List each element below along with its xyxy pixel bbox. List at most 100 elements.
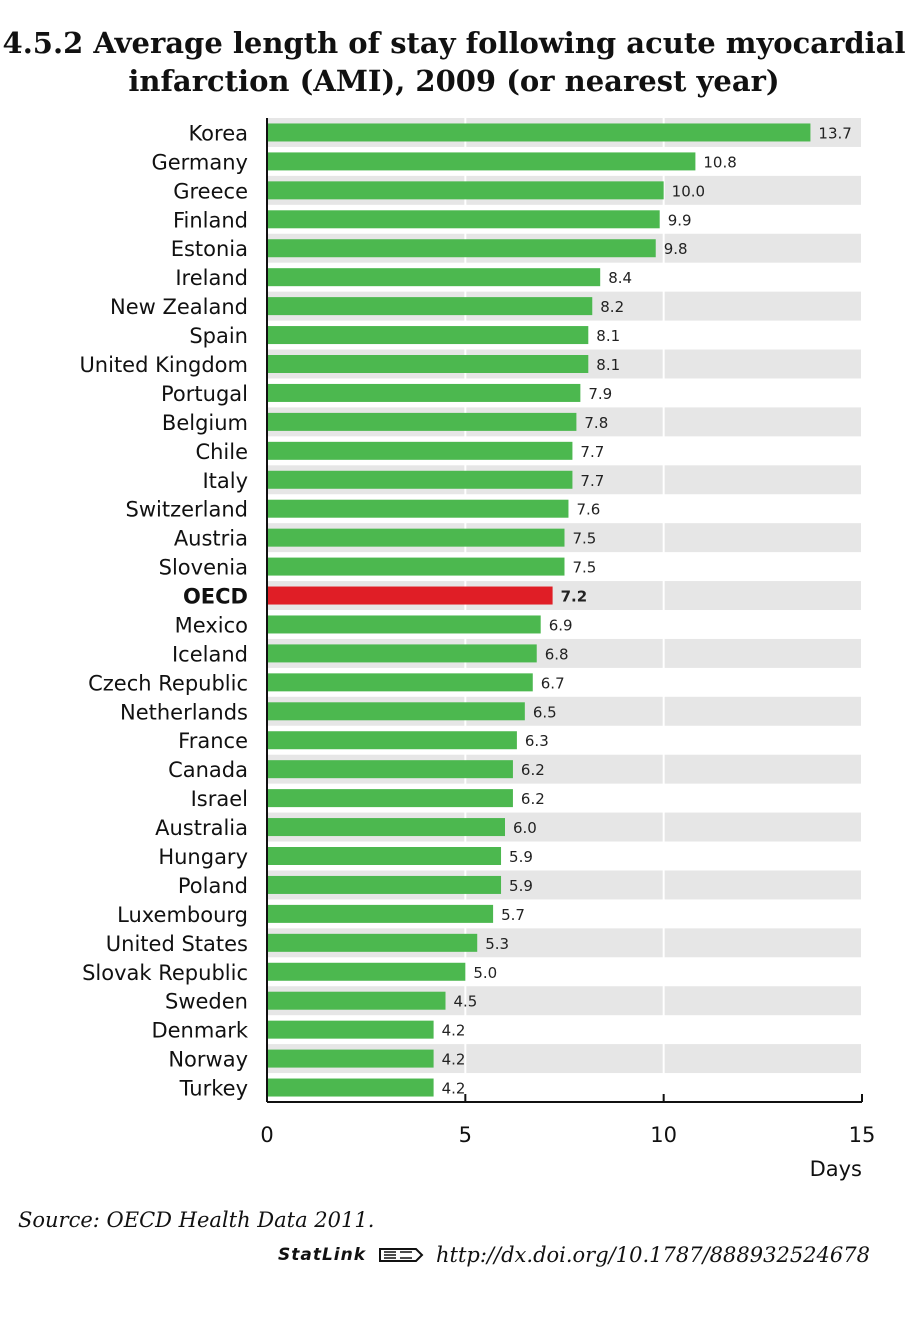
chart-title-line-1: 4.5.2 Average length of stay following a… — [2, 26, 906, 60]
value-label: 7.6 — [576, 501, 600, 519]
value-label: 5.3 — [485, 935, 509, 953]
category-label: Iceland — [172, 642, 248, 666]
category-label: Italy — [202, 469, 248, 493]
bar — [267, 326, 589, 345]
category-label: Austria — [174, 527, 248, 551]
value-label: 7.7 — [580, 443, 604, 461]
value-label: 9.9 — [668, 211, 692, 229]
value-label: 5.7 — [501, 906, 525, 924]
category-label: Slovenia — [159, 556, 248, 580]
category-label: Australia — [155, 816, 248, 840]
bar — [267, 760, 513, 779]
category-label: Canada — [168, 758, 248, 782]
category-label: Norway — [168, 1048, 248, 1072]
value-label: 7.7 — [580, 472, 604, 490]
value-label: 6.2 — [521, 761, 545, 779]
bar — [267, 1078, 434, 1097]
category-label: Sweden — [165, 990, 248, 1014]
bar — [267, 528, 565, 547]
statlink-url[interactable]: http://dx.doi.org/10.1787/888932524678 — [436, 1243, 870, 1267]
bar — [267, 847, 502, 865]
bar-chart: Korea 13.7 Germany 10.8 Greece 10.0 Finland 9.9… — [79, 118, 876, 1181]
bar — [267, 615, 541, 634]
bar — [267, 297, 593, 316]
bar — [267, 152, 696, 171]
bar — [267, 789, 513, 808]
category-label: Slovak Republic — [82, 961, 248, 985]
category-label: Portugal — [161, 382, 248, 406]
value-label: 4.2 — [442, 1080, 466, 1098]
value-label: 8.4 — [608, 269, 632, 287]
bar — [267, 210, 660, 229]
value-label: 6.3 — [525, 732, 549, 750]
x-tick-label: 10 — [650, 1123, 677, 1147]
category-label: OECD — [183, 585, 248, 609]
value-label: 5.9 — [509, 848, 533, 866]
bar — [267, 441, 573, 460]
bar — [267, 702, 525, 721]
value-label: 4.2 — [442, 1051, 466, 1069]
value-label: 10.0 — [672, 182, 705, 200]
bar — [267, 355, 589, 373]
chart-title-line-2: infarction (AMI), 2009 (or nearest year) — [128, 64, 780, 98]
bar — [267, 470, 573, 489]
value-label: 8.2 — [600, 298, 624, 316]
value-label: 6.0 — [513, 819, 537, 837]
category-label: Denmark — [151, 1019, 248, 1043]
bar — [267, 933, 478, 952]
value-label: 7.8 — [584, 414, 608, 432]
value-label: 5.9 — [509, 877, 533, 895]
category-label: Spain — [189, 324, 248, 348]
value-label: 7.5 — [573, 559, 597, 577]
category-label: Turkey — [179, 1077, 248, 1101]
category-label: Estonia — [171, 237, 248, 261]
value-label: 6.7 — [541, 674, 565, 692]
statlink-brand: StatLink — [277, 1245, 367, 1265]
bar — [267, 904, 494, 923]
category-label: Korea — [188, 121, 248, 145]
value-label: 6.2 — [521, 790, 545, 808]
category-label: New Zealand — [110, 295, 248, 319]
statlink-logo-icon — [379, 1248, 424, 1262]
value-label: 8.1 — [596, 356, 620, 374]
value-label: 6.8 — [545, 645, 569, 663]
value-label: 7.2 — [561, 588, 588, 606]
bar — [267, 991, 446, 1010]
value-label: 4.5 — [454, 993, 478, 1011]
bar — [267, 239, 656, 258]
bar — [267, 875, 502, 894]
category-label: Luxembourg — [117, 903, 248, 927]
value-label: 9.8 — [664, 240, 688, 258]
category-label: Hungary — [158, 845, 248, 869]
category-label: Switzerland — [126, 498, 249, 522]
x-tick-label: 15 — [849, 1123, 876, 1147]
bar — [267, 412, 577, 431]
bar — [267, 673, 533, 692]
bar — [267, 557, 565, 576]
bar — [267, 1020, 434, 1039]
bar — [267, 123, 811, 142]
bar — [267, 818, 505, 837]
value-label: 10.8 — [703, 153, 736, 171]
category-label: Poland — [178, 874, 248, 898]
category-label: Czech Republic — [88, 671, 248, 695]
category-label: Israel — [191, 787, 248, 811]
category-label: Mexico — [175, 613, 248, 637]
value-label: 8.1 — [596, 327, 620, 345]
category-label: Greece — [173, 179, 248, 203]
category-label: United States — [106, 932, 248, 956]
bar — [267, 962, 466, 981]
category-label: Finland — [173, 208, 248, 232]
category-label: Belgium — [162, 411, 248, 435]
bar — [267, 499, 569, 518]
category-label: United Kingdom — [79, 353, 248, 377]
chart-title: 4.5.2 Average length of stay following a… — [0, 24, 908, 100]
x-tick-label: 5 — [459, 1123, 472, 1147]
category-label: France — [178, 729, 248, 753]
category-label: Germany — [151, 150, 248, 174]
value-label: 5.0 — [473, 964, 497, 982]
statlink[interactable]: StatLink http://dx.doi.org/10.1787/88893… — [278, 1243, 870, 1267]
value-label: 6.9 — [549, 616, 573, 634]
bar-oecd — [267, 586, 553, 605]
category-label: Netherlands — [120, 700, 248, 724]
